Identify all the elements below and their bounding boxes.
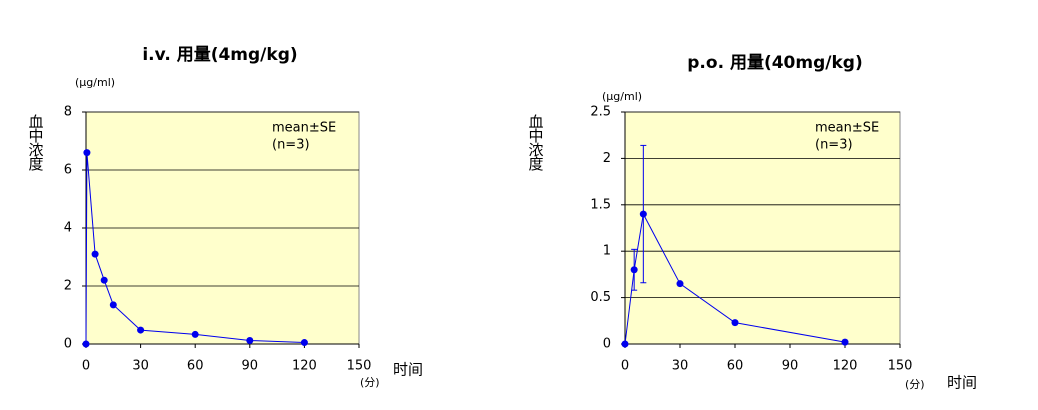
x-tick-label: 60 (727, 359, 744, 374)
data-point (731, 319, 739, 327)
data-point (300, 339, 308, 347)
x-axis-label: 时间 (393, 361, 423, 379)
y-tick-label: 0.5 (590, 290, 611, 305)
y-unit: (μg/ml) (75, 76, 115, 89)
y-tick-label: 1.5 (590, 197, 611, 212)
x-tick-label: 90 (242, 359, 259, 374)
annotation: (n=3) (815, 138, 853, 153)
annotation: (n=3) (272, 138, 310, 153)
data-line (624, 212, 846, 345)
x-tick-label: 90 (782, 359, 799, 374)
y-tick-label: 0 (603, 337, 611, 352)
data-point (83, 149, 91, 157)
y-tick-label: 0 (64, 337, 72, 352)
y-tick-label: 8 (64, 105, 72, 120)
x-axis-label: 时间 (947, 374, 977, 392)
x-tick-label: 60 (187, 359, 204, 374)
data-point (841, 338, 849, 346)
data-point (676, 280, 684, 288)
y-tick-label: 4 (64, 221, 72, 236)
plot-area (624, 111, 901, 345)
y-tick-label: 6 (64, 163, 72, 178)
x-tick-label: 150 (347, 359, 372, 374)
y-tick-label: 2.5 (590, 105, 611, 120)
x-unit: (分) (360, 376, 380, 389)
y-tick-label: 2 (64, 279, 72, 294)
data-point (100, 276, 108, 284)
x-tick-label: 150 (888, 359, 913, 374)
y-tick-label: 2 (603, 151, 611, 166)
y-tick-label: 1 (603, 244, 611, 259)
x-unit: (分) (905, 378, 925, 391)
data-point (639, 210, 647, 218)
data-point (630, 266, 638, 274)
x-tick-label: 120 (833, 359, 858, 374)
y-axis-label: 血中浓度 (527, 114, 545, 171)
x-tick-label: 0 (82, 359, 90, 374)
y-axis-label: 血中浓度 (27, 114, 45, 171)
chart-title: i.v. 用量(4mg/kg) (142, 44, 297, 65)
x-tick-label: 120 (292, 359, 317, 374)
data-point (82, 340, 90, 348)
annotation: mean±SE (815, 121, 879, 136)
x-tick-label: 30 (672, 359, 689, 374)
y-unit: (μg/ml) (602, 90, 642, 103)
data-point (137, 326, 145, 334)
data-point (191, 330, 199, 338)
chart-title: p.o. 用量(40mg/kg) (687, 52, 862, 73)
data-point (91, 250, 99, 258)
x-tick-label: 30 (132, 359, 149, 374)
annotation: mean±SE (272, 121, 336, 136)
data-point (621, 340, 629, 348)
x-tick-label: 0 (621, 359, 629, 374)
data-point (246, 337, 254, 345)
data-point (109, 301, 117, 309)
